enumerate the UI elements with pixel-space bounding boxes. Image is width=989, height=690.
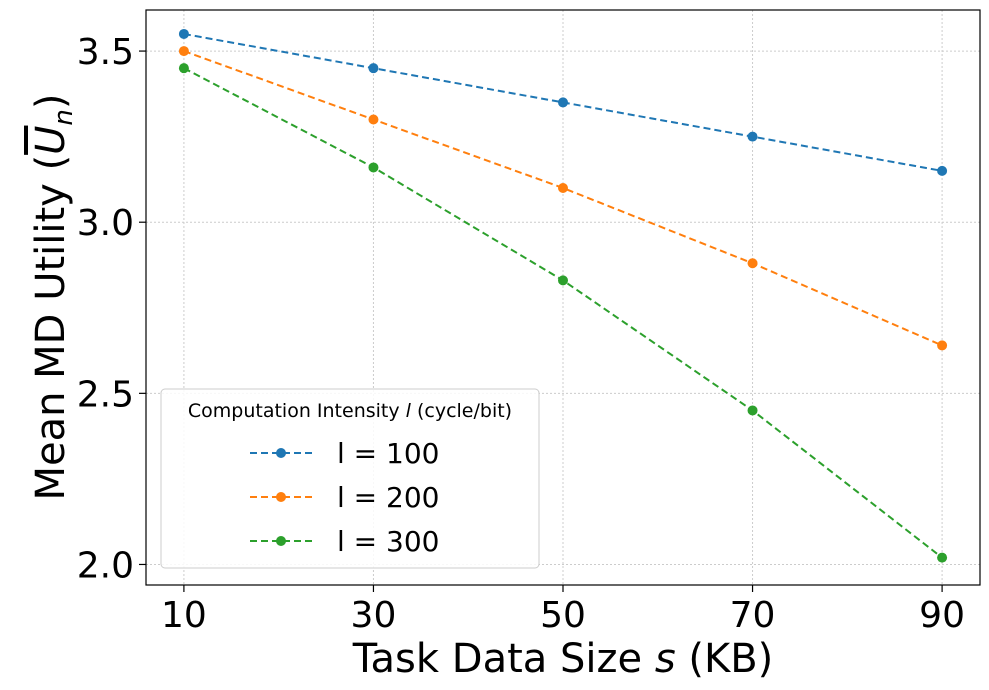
legend-title: Computation Intensity l (cycle/bit) (188, 400, 512, 422)
data-point (178, 63, 189, 74)
y-tick-label: 2.5 (77, 374, 134, 415)
y-tick-label: 3.0 (77, 203, 134, 244)
legend-box (160, 388, 540, 569)
data-point (368, 114, 379, 125)
data-point (558, 182, 568, 193)
data-point (178, 28, 189, 39)
y-tick-label: 2.0 (77, 545, 134, 586)
legend-entries: l = 100 l = 200 l = 300 (250, 437, 439, 558)
data-point (558, 275, 568, 286)
data-point (937, 340, 948, 351)
legend-entry-label: l = 200 (337, 481, 439, 514)
data-point (747, 131, 758, 142)
x-tick-label: 90 (919, 595, 965, 636)
legend: Computation Intensity l (cycle/bit) l = … (160, 388, 540, 569)
data-point (747, 405, 758, 416)
data-point (368, 63, 379, 74)
legend-swatch-marker (276, 448, 286, 458)
series-line-2 (183, 50, 943, 347)
x-tick-label: 50 (540, 595, 586, 636)
data-point (558, 97, 568, 108)
ticks: 10 30 50 70 90 2.0 2.5 3.0 3.5 (77, 32, 965, 636)
x-axis-label: Task Data Size s (KB) (352, 636, 774, 682)
data-point (937, 165, 948, 176)
data-point (178, 46, 189, 57)
y-axis-label: Mean MD Utility (Un) (28, 93, 79, 500)
legend-swatch-marker (276, 492, 286, 502)
x-tick-label: 30 (351, 595, 397, 636)
series-layer (178, 28, 948, 563)
x-tick-label: 10 (161, 595, 207, 636)
x-tick-label: 70 (730, 595, 776, 636)
data-point (747, 258, 758, 269)
data-point (368, 162, 379, 173)
y-tick-label: 3.5 (77, 32, 134, 73)
legend-entry-label: l = 300 (337, 525, 439, 558)
legend-swatch-marker (276, 536, 286, 546)
data-point (937, 552, 948, 563)
grid (146, 10, 980, 585)
legend-entry-label: l = 100 (337, 437, 439, 470)
